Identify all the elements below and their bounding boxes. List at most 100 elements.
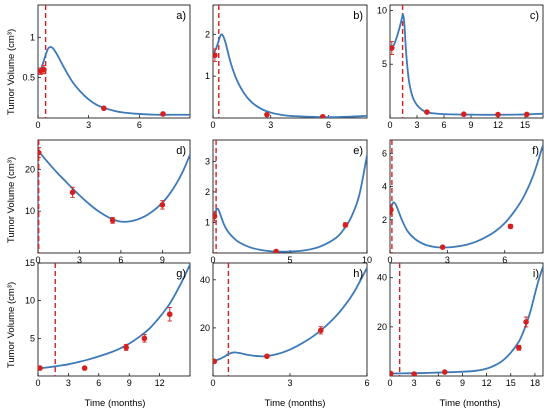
data-point xyxy=(123,343,129,351)
panel-e-frame xyxy=(212,139,368,254)
data-point xyxy=(524,111,530,118)
x-tick-label: 10 xyxy=(362,255,372,265)
data-marker xyxy=(264,111,270,118)
y-tick-label: 40 xyxy=(377,273,387,283)
model-curve xyxy=(213,154,367,253)
x-tick-label: 0 xyxy=(35,255,40,265)
x-tick-label: 6 xyxy=(96,378,101,388)
data-marker xyxy=(264,353,270,360)
panel-b-frame xyxy=(212,4,368,119)
data-marker xyxy=(159,202,166,208)
panel-a: 0 3 6 0.5 1 a) xyxy=(22,4,191,130)
panel-g-plot xyxy=(38,263,190,376)
data-point xyxy=(507,223,514,230)
data-point xyxy=(318,326,324,335)
x-axis-title-col3: Time (months) xyxy=(440,398,501,409)
x-tick-label: 6 xyxy=(441,120,446,130)
data-point xyxy=(461,111,467,118)
y-axis-title-row1: Tumor Volume (cm³) xyxy=(6,29,17,115)
panel-label: b) xyxy=(353,10,363,22)
panel-i: 0 3 6 9 12 15 18 20 40 i) xyxy=(377,262,544,388)
x-tick-label: 9 xyxy=(160,255,165,265)
data-point xyxy=(390,204,394,216)
y-tick-label: 20 xyxy=(25,164,35,174)
data-point xyxy=(390,370,394,376)
x-tick-label: 0 xyxy=(210,255,215,265)
panel-d-plot xyxy=(38,140,190,253)
panel-a-frame xyxy=(37,4,191,119)
x-tick-label: 3 xyxy=(414,120,419,130)
data-point xyxy=(441,369,448,375)
data-point xyxy=(390,41,395,55)
data-point xyxy=(213,358,218,365)
model-curve xyxy=(390,13,543,116)
x-tick-label: 0 xyxy=(35,378,40,388)
x-tick-label: 12 xyxy=(493,120,503,130)
data-marker xyxy=(507,223,514,230)
x-tick-label: 18 xyxy=(530,378,540,388)
data-marker xyxy=(461,111,467,118)
x-tick-label: 6 xyxy=(436,378,441,388)
data-marker xyxy=(69,189,76,196)
x-tick-label: 0 xyxy=(387,378,392,388)
data-point xyxy=(166,306,173,322)
y-tick-label: 10 xyxy=(25,296,35,306)
data-point xyxy=(159,200,166,210)
panel-i-plot xyxy=(390,263,543,376)
y-tick-label: 40 xyxy=(200,275,210,285)
data-point xyxy=(342,222,349,228)
panel-label: d) xyxy=(176,145,186,157)
data-marker xyxy=(390,45,395,51)
x-tick-label: 9 xyxy=(468,120,473,130)
panel-label: i) xyxy=(533,268,539,280)
y-axis-title-row3: Tumor Volume (cm³) xyxy=(6,282,17,368)
y-tick-label: 3 xyxy=(205,156,210,166)
x-tick-label: 0 xyxy=(35,120,40,130)
data-marker xyxy=(123,344,129,351)
data-point xyxy=(213,48,218,62)
data-point xyxy=(160,111,166,117)
y-tick-label: 20 xyxy=(377,322,387,332)
y-tick-label: 1 xyxy=(205,217,210,227)
data-point xyxy=(81,365,88,371)
x-axis-title-col1: Time (months) xyxy=(85,398,146,409)
data-marker xyxy=(38,365,43,371)
x-tick-label: 6 xyxy=(502,255,507,265)
y-tick-label: 5 xyxy=(382,59,387,69)
panel-b: 0 3 6 1 2 b) xyxy=(205,4,368,130)
data-marker xyxy=(441,369,448,375)
panel-d: 0 3 6 9 10 20 d) xyxy=(25,139,191,265)
panel-i-frame xyxy=(389,262,544,377)
y-tick-label: 10 xyxy=(25,206,35,216)
data-point xyxy=(319,113,326,118)
panel-c-plot xyxy=(390,5,543,118)
data-marker xyxy=(424,109,430,115)
x-tick-label: 3 xyxy=(86,120,91,130)
data-point xyxy=(424,109,430,115)
panel-h: 0 3 6 20 40 h) xyxy=(200,262,370,388)
model-curve xyxy=(213,33,367,118)
data-marker xyxy=(213,213,218,220)
x-tick-label: 0 xyxy=(387,120,392,130)
x-tick-label: 3 xyxy=(445,255,450,265)
data-point xyxy=(101,105,107,112)
data-marker xyxy=(516,344,522,351)
x-tick-label: 3 xyxy=(268,120,273,130)
x-tick-label: 15 xyxy=(506,378,516,388)
panel-g: 0 3 6 9 12 5 10 15 g) xyxy=(25,258,191,388)
x-tick-label: 3 xyxy=(77,255,82,265)
y-axis-title-row2: Tumor Volume (cm³) xyxy=(6,157,17,243)
data-marker xyxy=(213,358,218,365)
data-marker xyxy=(109,217,116,224)
panel-c-frame xyxy=(389,4,544,119)
data-point xyxy=(213,211,218,222)
model-curve xyxy=(213,266,367,362)
data-point xyxy=(439,244,446,250)
panel-g-frame xyxy=(37,262,191,377)
x-tick-label: 0 xyxy=(210,120,215,130)
data-point xyxy=(264,111,270,118)
data-point xyxy=(264,353,270,360)
data-marker xyxy=(495,111,501,118)
x-tick-label: 6 xyxy=(137,120,142,130)
data-marker xyxy=(523,319,529,325)
